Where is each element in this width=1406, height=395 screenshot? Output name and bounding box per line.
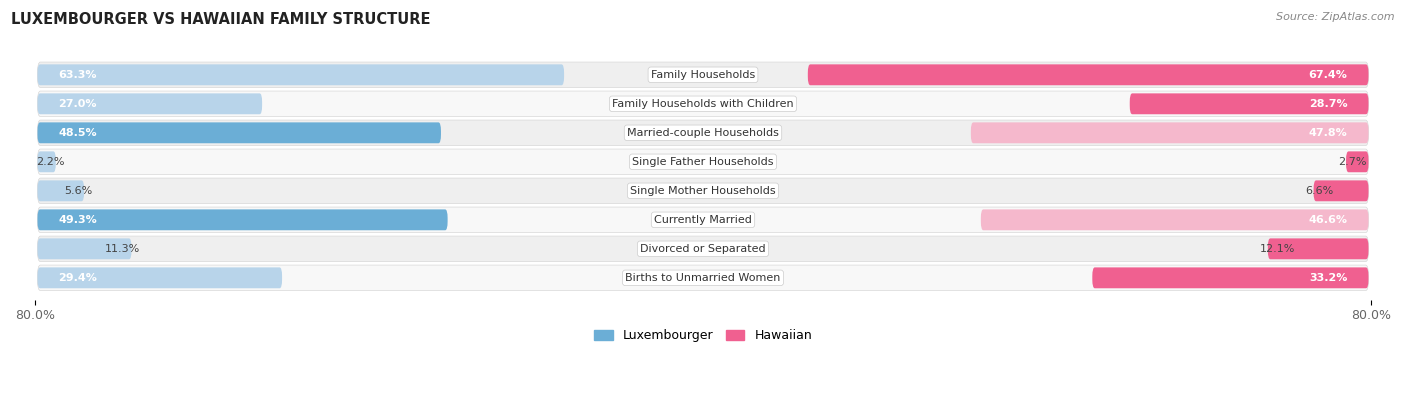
FancyBboxPatch shape [981,209,1368,230]
Text: 47.8%: 47.8% [1309,128,1347,138]
FancyBboxPatch shape [1346,151,1368,172]
Text: 2.2%: 2.2% [35,157,65,167]
FancyBboxPatch shape [38,239,132,259]
Text: Single Father Households: Single Father Households [633,157,773,167]
Legend: Luxembourger, Hawaiian: Luxembourger, Hawaiian [589,324,817,347]
FancyBboxPatch shape [972,122,1368,143]
Text: 46.6%: 46.6% [1309,215,1347,225]
Text: 33.2%: 33.2% [1309,273,1347,283]
FancyBboxPatch shape [38,64,564,85]
Text: 48.5%: 48.5% [59,128,97,138]
FancyBboxPatch shape [1313,181,1368,201]
FancyBboxPatch shape [808,64,1368,85]
Text: Divorced or Separated: Divorced or Separated [640,244,766,254]
FancyBboxPatch shape [1130,93,1368,114]
FancyBboxPatch shape [38,181,84,201]
Text: 2.7%: 2.7% [1337,157,1367,167]
FancyBboxPatch shape [38,209,447,230]
Text: 27.0%: 27.0% [59,99,97,109]
FancyBboxPatch shape [38,122,441,143]
FancyBboxPatch shape [1092,267,1368,288]
Text: Married-couple Households: Married-couple Households [627,128,779,138]
FancyBboxPatch shape [38,149,1368,175]
FancyBboxPatch shape [38,62,1368,88]
Text: Births to Unmarried Women: Births to Unmarried Women [626,273,780,283]
FancyBboxPatch shape [38,120,1368,146]
FancyBboxPatch shape [38,236,1368,261]
Text: 12.1%: 12.1% [1260,244,1295,254]
Text: 67.4%: 67.4% [1309,70,1347,80]
Text: LUXEMBOURGER VS HAWAIIAN FAMILY STRUCTURE: LUXEMBOURGER VS HAWAIIAN FAMILY STRUCTUR… [11,12,430,27]
FancyBboxPatch shape [38,267,283,288]
Text: 29.4%: 29.4% [59,273,97,283]
Text: Source: ZipAtlas.com: Source: ZipAtlas.com [1277,12,1395,22]
FancyBboxPatch shape [38,91,1368,117]
Text: 6.6%: 6.6% [1305,186,1333,196]
FancyBboxPatch shape [38,151,56,172]
FancyBboxPatch shape [38,93,262,114]
Text: 28.7%: 28.7% [1309,99,1347,109]
Text: 11.3%: 11.3% [104,244,139,254]
Text: Single Mother Households: Single Mother Households [630,186,776,196]
Text: 49.3%: 49.3% [59,215,97,225]
Text: 63.3%: 63.3% [59,70,97,80]
FancyBboxPatch shape [38,178,1368,203]
FancyBboxPatch shape [1268,239,1368,259]
Text: Family Households: Family Households [651,70,755,80]
FancyBboxPatch shape [38,265,1368,291]
Text: Family Households with Children: Family Households with Children [612,99,794,109]
Text: Currently Married: Currently Married [654,215,752,225]
FancyBboxPatch shape [38,207,1368,233]
Text: 5.6%: 5.6% [65,186,93,196]
